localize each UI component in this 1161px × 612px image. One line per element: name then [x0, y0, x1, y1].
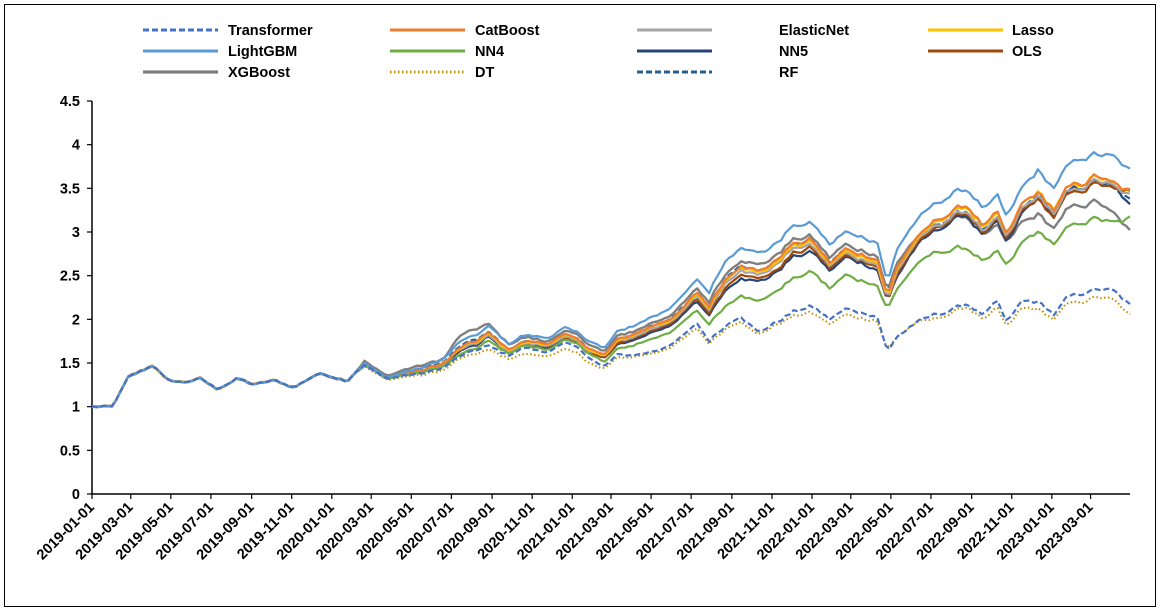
y-tick-label: 0.5 [60, 443, 80, 459]
legend-label-lasso: Lasso [1012, 23, 1054, 39]
y-tick-label: 0 [72, 487, 80, 503]
y-tick-label: 3 [72, 225, 80, 241]
y-tick-label: 3.5 [60, 181, 80, 197]
y-tick-label: 4 [72, 138, 80, 154]
legend-label-ols: OLS [1012, 44, 1042, 60]
y-tick-label: 1.5 [60, 356, 80, 372]
legend-label-catboost: CatBoost [475, 23, 540, 39]
series-line-lasso [91, 174, 1130, 408]
y-tick-label: 4.5 [60, 94, 80, 110]
legend-label-rf: RF [779, 65, 798, 81]
legend-label-xgboost: XGBoost [228, 65, 290, 81]
legend-label-lightgbm: LightGBM [228, 44, 297, 60]
series-line-nn4 [91, 215, 1131, 408]
y-tick-label: 1 [72, 400, 80, 416]
legend-label-transformer: Transformer [228, 23, 313, 39]
series-line-nn5 [91, 178, 1131, 409]
legend-label-nn4: NN4 [475, 44, 504, 60]
series-line-rf [91, 179, 1131, 408]
legend-label-elasticnet: ElasticNet [779, 23, 849, 39]
y-tick-label: 2.5 [60, 269, 80, 285]
y-tick-label: 2 [72, 312, 80, 328]
series-line-catboost [91, 173, 1131, 409]
legend-label-dt: DT [475, 65, 494, 81]
series-line-xgboost [91, 198, 1131, 409]
series-line-elasticnet [91, 177, 1131, 408]
series-line-transformer [91, 287, 1131, 408]
series-line-lightgbm [91, 151, 1131, 409]
legend-label-nn5: NN5 [779, 44, 808, 60]
